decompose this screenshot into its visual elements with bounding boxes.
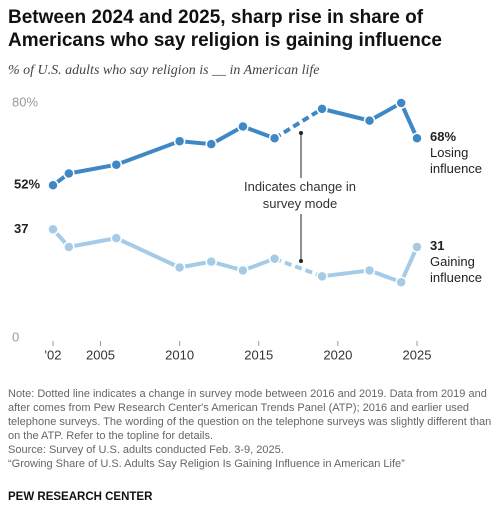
source: Source: Survey of U.S. adults conducted …: [8, 444, 284, 456]
chart-subtitle: % of U.S. adults who say religion is __ …: [8, 63, 320, 78]
line-segment: [321, 268, 370, 279]
point: [47, 223, 59, 236]
line-segment: [368, 101, 403, 123]
point: [173, 261, 186, 274]
data-label: 31: [430, 237, 445, 253]
point: [205, 138, 218, 150]
chart-title: Between 2024 and 2025, sharp rise in sha…: [8, 7, 442, 51]
point: [268, 132, 281, 144]
point: [316, 103, 328, 115]
annotation-dot: [299, 259, 303, 263]
line-segment: [399, 246, 419, 284]
point: [411, 241, 423, 253]
point: [63, 167, 75, 180]
point: [110, 232, 123, 244]
line-segment: [115, 236, 181, 270]
line-segment: [115, 139, 181, 167]
organization: PEW RESEARCH CENTER: [8, 491, 153, 503]
x-tick-label: 2010: [165, 347, 194, 362]
legend-label: Gaining influence: [430, 253, 483, 285]
point: [316, 270, 328, 283]
x-tick-label: 2025: [403, 347, 432, 362]
note: Note: Dotted line indicates a change in …: [8, 388, 492, 442]
point: [237, 120, 249, 133]
line-segment: [68, 236, 117, 249]
data-label: 68%: [430, 129, 457, 145]
point: [237, 264, 249, 277]
line-segment: [273, 107, 324, 140]
point: [363, 114, 376, 127]
line-segment: [210, 124, 244, 146]
legend-label: Losing influence: [430, 145, 483, 177]
y-tick-label: 0: [12, 329, 19, 344]
line-segment: [399, 102, 419, 140]
point: [363, 264, 376, 277]
point: [110, 158, 123, 171]
line-segment: [68, 162, 117, 176]
x-tick-label: 2020: [323, 347, 352, 362]
annotation-dot: [299, 131, 303, 135]
point: [395, 276, 407, 288]
x-tick-label: 2005: [86, 347, 115, 362]
point: [411, 132, 423, 144]
x-tick-label: 2015: [244, 347, 273, 362]
point: [173, 135, 186, 147]
point: [268, 252, 281, 265]
chart: 0 80% '02 2005 2010 2015 2020 2025 52% 37: [12, 94, 432, 362]
line-segment: [273, 256, 323, 279]
y-tick-label: 80%: [12, 94, 38, 109]
point: [205, 255, 218, 268]
line-segment: [321, 106, 371, 123]
x-tick-label: '02: [45, 347, 62, 362]
point: [63, 241, 75, 253]
annotation: Indicates change in survey mode: [240, 178, 360, 212]
data-label: 37: [14, 221, 28, 236]
data-label: 52%: [14, 177, 40, 192]
point: [395, 97, 407, 109]
notes: Note: Dotted line indicates a change in …: [8, 387, 496, 471]
point: [47, 179, 59, 191]
report-title: “Growing Share of U.S. Adults Say Religi…: [8, 458, 405, 470]
